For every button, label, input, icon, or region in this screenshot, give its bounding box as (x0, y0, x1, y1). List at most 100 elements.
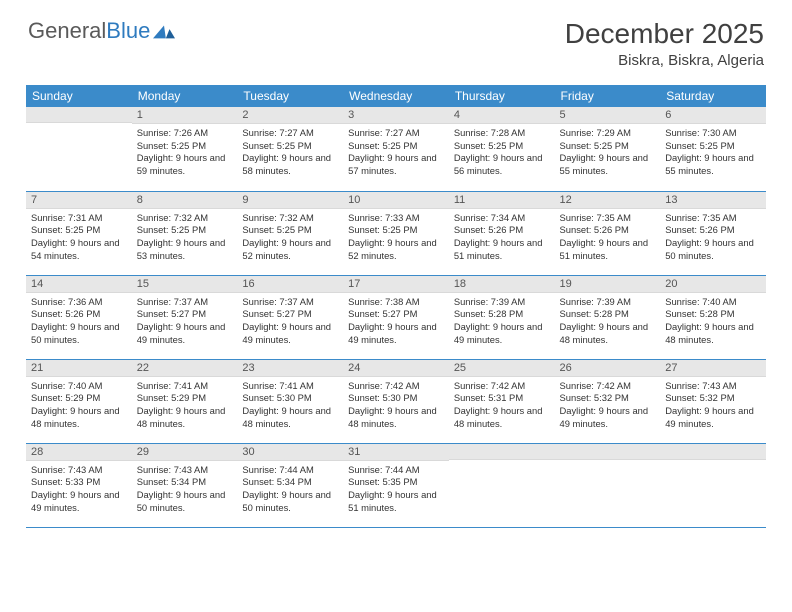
sunrise-text: Sunrise: 7:42 AM (454, 380, 550, 393)
day-details: Sunrise: 7:38 AMSunset: 5:27 PMDaylight:… (343, 293, 449, 351)
sunrise-text: Sunrise: 7:44 AM (348, 464, 444, 477)
daylight-text: Daylight: 9 hours and 49 minutes. (242, 321, 338, 346)
sunrise-text: Sunrise: 7:41 AM (242, 380, 338, 393)
calendar-cell: 31Sunrise: 7:44 AMSunset: 5:35 PMDayligh… (343, 443, 449, 527)
sunset-text: Sunset: 5:27 PM (137, 308, 233, 321)
sunrise-text: Sunrise: 7:36 AM (31, 296, 127, 309)
sunset-text: Sunset: 5:26 PM (31, 308, 127, 321)
day-details: Sunrise: 7:36 AMSunset: 5:26 PMDaylight:… (26, 293, 132, 351)
day-details: Sunrise: 7:43 AMSunset: 5:32 PMDaylight:… (660, 377, 766, 435)
calendar-cell (26, 107, 132, 191)
sunrise-text: Sunrise: 7:32 AM (242, 212, 338, 225)
day-details: Sunrise: 7:41 AMSunset: 5:30 PMDaylight:… (237, 377, 343, 435)
sunset-text: Sunset: 5:26 PM (560, 224, 656, 237)
calendar-cell: 12Sunrise: 7:35 AMSunset: 5:26 PMDayligh… (555, 191, 661, 275)
day-number: 20 (660, 276, 766, 293)
day-details: Sunrise: 7:33 AMSunset: 5:25 PMDaylight:… (343, 209, 449, 267)
logo-mark-icon (153, 23, 175, 39)
calendar-week: 28Sunrise: 7:43 AMSunset: 5:33 PMDayligh… (26, 443, 766, 527)
sunset-text: Sunset: 5:30 PM (242, 392, 338, 405)
day-number: 19 (555, 276, 661, 293)
sunrise-text: Sunrise: 7:28 AM (454, 127, 550, 140)
calendar-week: 21Sunrise: 7:40 AMSunset: 5:29 PMDayligh… (26, 359, 766, 443)
day-number: 30 (237, 444, 343, 461)
month-title: December 2025 (565, 18, 764, 50)
calendar-week: 7Sunrise: 7:31 AMSunset: 5:25 PMDaylight… (26, 191, 766, 275)
daylight-text: Daylight: 9 hours and 48 minutes. (137, 405, 233, 430)
daylight-text: Daylight: 9 hours and 55 minutes. (665, 152, 761, 177)
day-details: Sunrise: 7:27 AMSunset: 5:25 PMDaylight:… (343, 124, 449, 182)
day-details: Sunrise: 7:39 AMSunset: 5:28 PMDaylight:… (555, 293, 661, 351)
sunset-text: Sunset: 5:25 PM (137, 140, 233, 153)
calendar-cell: 20Sunrise: 7:40 AMSunset: 5:28 PMDayligh… (660, 275, 766, 359)
day-number: 26 (555, 360, 661, 377)
calendar-cell: 15Sunrise: 7:37 AMSunset: 5:27 PMDayligh… (132, 275, 238, 359)
day-number: 10 (343, 192, 449, 209)
sunset-text: Sunset: 5:27 PM (242, 308, 338, 321)
day-number (449, 444, 555, 460)
daylight-text: Daylight: 9 hours and 58 minutes. (242, 152, 338, 177)
daylight-text: Daylight: 9 hours and 52 minutes. (348, 237, 444, 262)
daylight-text: Daylight: 9 hours and 56 minutes. (454, 152, 550, 177)
sunset-text: Sunset: 5:31 PM (454, 392, 550, 405)
sunset-text: Sunset: 5:27 PM (348, 308, 444, 321)
daylight-text: Daylight: 9 hours and 51 minutes. (454, 237, 550, 262)
sunset-text: Sunset: 5:33 PM (31, 476, 127, 489)
calendar-cell: 16 Sunrise: 7:37 AMSunset: 5:27 PMDayligh… (237, 275, 343, 359)
day-number: 8 (132, 192, 238, 209)
day-number: 5 (555, 107, 661, 124)
day-number: 28 (26, 444, 132, 461)
day-number: 24 (343, 360, 449, 377)
calendar-cell: 28Sunrise: 7:43 AMSunset: 5:33 PMDayligh… (26, 443, 132, 527)
day-details: Sunrise: 7:44 AMSunset: 5:35 PMDaylight:… (343, 461, 449, 519)
day-number: 25 (449, 360, 555, 377)
calendar-cell: 26Sunrise: 7:42 AMSunset: 5:32 PMDayligh… (555, 359, 661, 443)
daylight-text: Daylight: 9 hours and 49 minutes. (31, 489, 127, 514)
day-number: 22 (132, 360, 238, 377)
daylight-text: Daylight: 9 hours and 48 minutes. (348, 405, 444, 430)
sunset-text: Sunset: 5:26 PM (454, 224, 550, 237)
calendar-cell: 11Sunrise: 7:34 AMSunset: 5:26 PMDayligh… (449, 191, 555, 275)
calendar-cell: 1Sunrise: 7:26 AMSunset: 5:25 PMDaylight… (132, 107, 238, 191)
day-number: 14 (26, 276, 132, 293)
calendar-body: 1Sunrise: 7:26 AMSunset: 5:25 PMDaylight… (26, 107, 766, 527)
day-details: Sunrise: 7:31 AMSunset: 5:25 PMDaylight:… (26, 209, 132, 267)
sunrise-text: Sunrise: 7:37 AM (242, 296, 338, 309)
sunset-text: Sunset: 5:30 PM (348, 392, 444, 405)
day-details: Sunrise: 7:30 AMSunset: 5:25 PMDaylight:… (660, 124, 766, 182)
sunset-text: Sunset: 5:32 PM (665, 392, 761, 405)
day-details: Sunrise: 7:27 AMSunset: 5:25 PMDaylight:… (237, 124, 343, 182)
daylight-text: Daylight: 9 hours and 49 minutes. (137, 321, 233, 346)
day-number: 16 (237, 276, 343, 293)
day-number: 27 (660, 360, 766, 377)
day-number: 31 (343, 444, 449, 461)
daylight-text: Daylight: 9 hours and 49 minutes. (665, 405, 761, 430)
sunrise-text: Sunrise: 7:42 AM (560, 380, 656, 393)
sunset-text: Sunset: 5:35 PM (348, 476, 444, 489)
sunrise-text: Sunrise: 7:39 AM (560, 296, 656, 309)
day-number: 2 (237, 107, 343, 124)
calendar-cell (449, 443, 555, 527)
sunset-text: Sunset: 5:29 PM (137, 392, 233, 405)
sunrise-text: Sunrise: 7:30 AM (665, 127, 761, 140)
calendar-cell: 19Sunrise: 7:39 AMSunset: 5:28 PMDayligh… (555, 275, 661, 359)
sunset-text: Sunset: 5:34 PM (242, 476, 338, 489)
day-number: 4 (449, 107, 555, 124)
daylight-text: Daylight: 9 hours and 49 minutes. (454, 321, 550, 346)
sunset-text: Sunset: 5:25 PM (665, 140, 761, 153)
day-details: Sunrise: 7:44 AMSunset: 5:34 PMDaylight:… (237, 461, 343, 519)
daylight-text: Daylight: 9 hours and 48 minutes. (242, 405, 338, 430)
day-details: Sunrise: 7:26 AMSunset: 5:25 PMDaylight:… (132, 124, 238, 182)
calendar-cell: 17Sunrise: 7:38 AMSunset: 5:27 PMDayligh… (343, 275, 449, 359)
day-number: 12 (555, 192, 661, 209)
day-details: Sunrise: 7:34 AMSunset: 5:26 PMDaylight:… (449, 209, 555, 267)
title-block: December 2025 Biskra, Biskra, Algeria (565, 18, 764, 69)
day-number: 23 (237, 360, 343, 377)
daylight-text: Daylight: 9 hours and 48 minutes. (454, 405, 550, 430)
day-number: 17 (343, 276, 449, 293)
calendar-cell: 30Sunrise: 7:44 AMSunset: 5:34 PMDayligh… (237, 443, 343, 527)
calendar-cell: 6Sunrise: 7:30 AMSunset: 5:25 PMDaylight… (660, 107, 766, 191)
daylight-text: Daylight: 9 hours and 52 minutes. (242, 237, 338, 262)
day-details: Sunrise: 7:32 AMSunset: 5:25 PMDaylight:… (237, 209, 343, 267)
calendar-cell: 22Sunrise: 7:41 AMSunset: 5:29 PMDayligh… (132, 359, 238, 443)
